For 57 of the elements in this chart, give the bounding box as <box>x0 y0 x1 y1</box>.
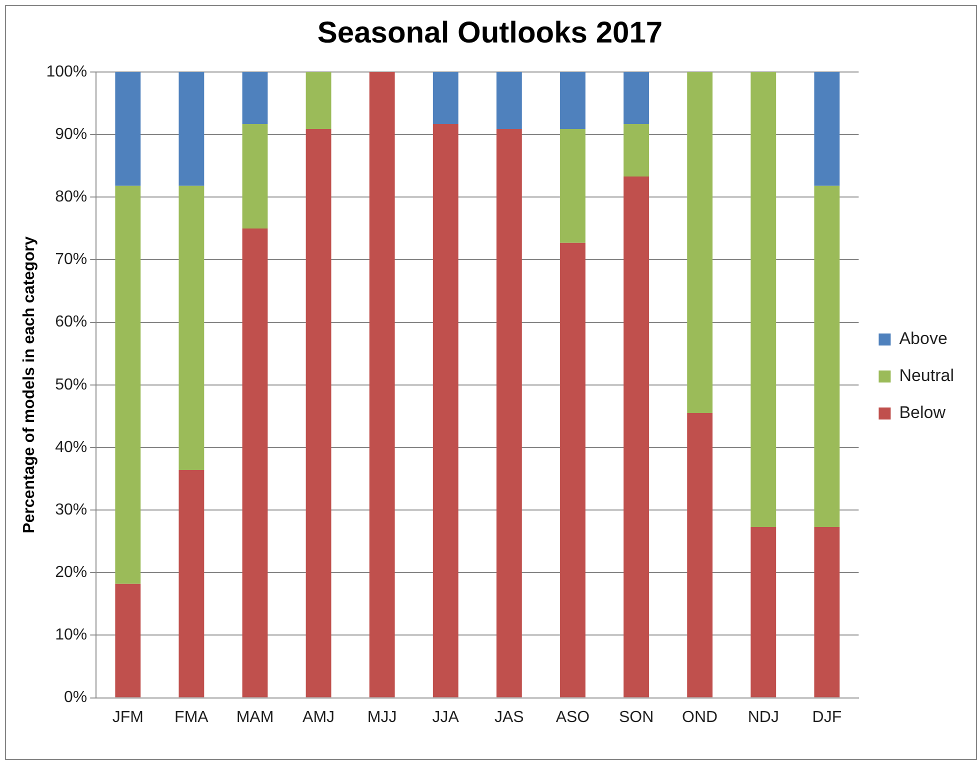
y-tick-label: 0% <box>64 689 88 706</box>
bar <box>560 128 586 243</box>
x-tick-label: MAM <box>236 708 274 726</box>
y-tick-label: 40% <box>55 438 88 456</box>
y-tick-label: 60% <box>55 314 88 331</box>
bar <box>814 186 840 527</box>
bar <box>750 526 776 698</box>
y-tick-label: 30% <box>55 501 88 518</box>
x-tick-label: JJA <box>432 708 460 726</box>
bar <box>432 72 458 124</box>
bar <box>750 72 776 527</box>
bar <box>178 72 204 186</box>
y-axis-title: Percentage of models in each category <box>21 236 38 534</box>
x-tick-label: JFM <box>112 708 144 726</box>
bar <box>369 72 395 698</box>
bar <box>560 242 586 698</box>
bar <box>432 124 458 698</box>
x-tick-label: SON <box>618 708 654 726</box>
bar <box>814 72 840 186</box>
bar <box>242 72 268 124</box>
y-tick-label: 10% <box>55 626 88 644</box>
y-tick-label: 80% <box>55 188 88 206</box>
x-tick-label: FMA <box>174 708 209 726</box>
bar <box>687 72 713 414</box>
legend-label: Neutral <box>899 366 954 386</box>
bar <box>115 186 141 584</box>
bar <box>624 72 649 124</box>
y-tick-label: 20% <box>55 564 88 582</box>
bar <box>115 584 141 698</box>
bar <box>178 470 204 698</box>
y-tick-label: 90% <box>55 126 88 143</box>
chart-title: Seasonal Outlooks 2017 <box>317 16 663 50</box>
bar <box>814 526 840 698</box>
x-tick-label: JAS <box>494 708 524 726</box>
bar <box>242 228 268 698</box>
bar <box>306 128 332 698</box>
bar <box>306 72 332 129</box>
x-tick-label: AMJ <box>302 708 335 726</box>
y-tick-label: 50% <box>55 376 88 394</box>
bar <box>624 176 649 698</box>
y-tick-label: 100% <box>46 63 88 80</box>
y-tick-label: 70% <box>55 251 88 268</box>
bar <box>496 72 522 129</box>
bar <box>178 186 204 470</box>
bar <box>687 413 713 698</box>
bar <box>624 124 649 177</box>
bar <box>242 124 268 228</box>
bar <box>496 128 522 698</box>
x-tick-label: OND <box>682 708 718 726</box>
x-tick-label: MJJ <box>367 708 397 726</box>
bar <box>560 72 586 129</box>
x-tick-label: DJF <box>812 708 842 726</box>
bar <box>115 72 141 186</box>
legend-label: Above <box>899 329 948 348</box>
legend-label: Below <box>899 403 946 422</box>
x-tick-label: NDJ <box>748 708 779 726</box>
x-tick-label: ASO <box>556 708 590 726</box>
